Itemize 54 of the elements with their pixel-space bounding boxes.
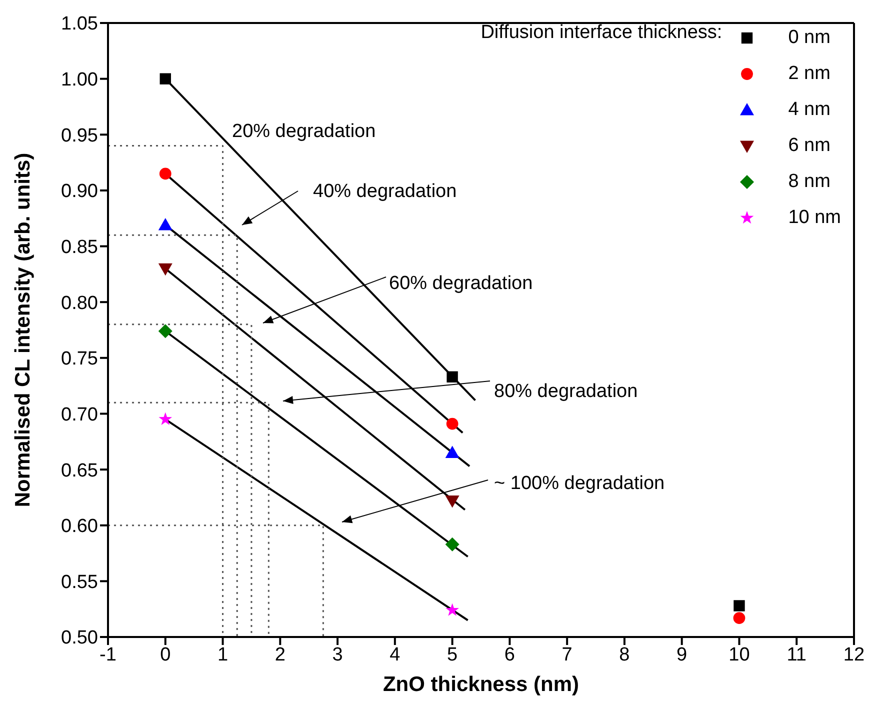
x-tick-label: 11 bbox=[786, 644, 806, 666]
point bbox=[159, 168, 172, 180]
legend-label: 2 nm bbox=[788, 63, 830, 85]
y-tick-label: 0.80 bbox=[61, 292, 98, 314]
x-tick-label: 10 bbox=[728, 644, 750, 666]
y-tick-label: 0.55 bbox=[61, 572, 98, 593]
x-tick-label: 1 bbox=[217, 644, 228, 666]
point bbox=[445, 537, 460, 552]
y-axis-title: Normalised CL intensity (arb. units) bbox=[11, 152, 34, 508]
x-tick-label: 4 bbox=[390, 644, 401, 666]
x-tick-label: 9 bbox=[676, 644, 688, 666]
y-tick-label: 0.85 bbox=[61, 237, 98, 258]
x-tick-label: 2 bbox=[274, 644, 286, 666]
point bbox=[446, 418, 458, 430]
point bbox=[734, 600, 745, 612]
legend-label: 10 nm bbox=[788, 207, 841, 229]
y-tick-label: 0.95 bbox=[61, 125, 98, 146]
legend-title: Diffusion interface thickness: bbox=[480, 21, 722, 45]
point bbox=[733, 612, 746, 624]
legend-label: 0 nm bbox=[788, 27, 830, 49]
legend-label: 6 nm bbox=[788, 135, 830, 157]
x-tick-label: 6 bbox=[504, 644, 515, 666]
x-axis-title: ZnO thickness (nm) bbox=[382, 673, 580, 696]
y-tick-label: 1.05 bbox=[61, 14, 98, 35]
x-tick-label: -1 bbox=[100, 644, 116, 666]
point bbox=[160, 73, 171, 84]
point bbox=[446, 603, 459, 616]
point bbox=[158, 412, 172, 425]
annotation: 80% degradation bbox=[494, 381, 638, 402]
x-tick-label: 0 bbox=[160, 644, 171, 666]
y-tick-label: 1.00 bbox=[61, 70, 98, 91]
y-tick-label: 0.75 bbox=[61, 348, 98, 370]
point bbox=[158, 324, 172, 338]
point bbox=[158, 218, 172, 230]
point bbox=[445, 496, 460, 508]
x-tick-label: 12 bbox=[843, 644, 865, 666]
legend-label: 8 nm bbox=[788, 171, 830, 193]
annotation: 60% degradation bbox=[389, 273, 533, 294]
point bbox=[445, 446, 460, 458]
y-tick-label: 0.65 bbox=[61, 460, 98, 482]
x-tick-label: 3 bbox=[332, 644, 343, 666]
y-tick-label: 0.90 bbox=[61, 181, 98, 202]
legend-label: 4 nm bbox=[788, 99, 830, 121]
point bbox=[446, 371, 458, 382]
y-tick-label: 0.70 bbox=[61, 404, 98, 426]
annotation: ~ 100% degradation bbox=[494, 473, 665, 494]
x-tick-label: 8 bbox=[619, 644, 630, 666]
annotation: 40% degradation bbox=[313, 181, 457, 202]
x-tick-label: 5 bbox=[447, 644, 458, 666]
x-tick-label: 7 bbox=[562, 644, 572, 666]
y-tick-label: 0.50 bbox=[61, 628, 98, 649]
annotation: 20% degradation bbox=[232, 121, 376, 142]
y-tick-label: 0.60 bbox=[61, 516, 98, 538]
point bbox=[158, 263, 172, 276]
